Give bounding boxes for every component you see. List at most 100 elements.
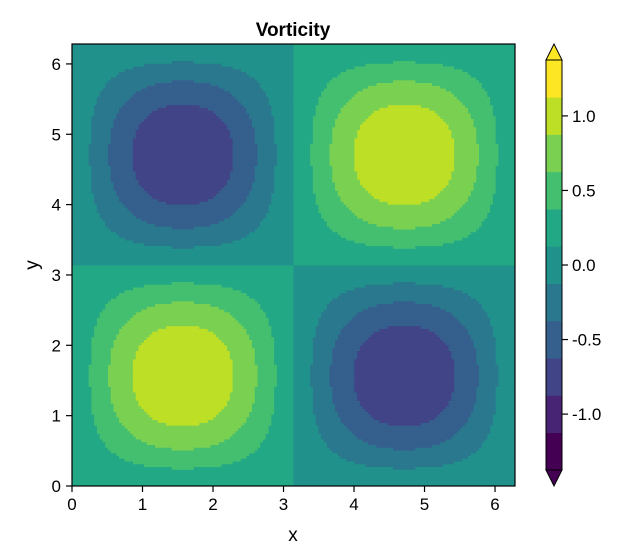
contour-cell bbox=[293, 68, 347, 73]
contour-cell bbox=[473, 184, 497, 189]
contour-cell bbox=[96, 425, 126, 429]
contour-cell bbox=[113, 408, 145, 412]
contour-cell bbox=[116, 115, 148, 119]
contour-cell bbox=[143, 339, 222, 343]
contour-cell bbox=[321, 314, 355, 318]
contour-cell bbox=[110, 137, 134, 142]
contour-cell bbox=[346, 102, 463, 106]
contour-cell bbox=[132, 461, 233, 465]
contour-cell bbox=[257, 226, 294, 230]
contour-cell bbox=[293, 55, 516, 59]
contour-cell bbox=[481, 441, 516, 445]
contour-cell bbox=[454, 168, 477, 172]
contour-cell bbox=[362, 309, 447, 313]
contour-cell bbox=[387, 104, 422, 108]
contour-cell bbox=[293, 218, 325, 222]
contour-cell bbox=[155, 444, 211, 448]
contour-cell bbox=[467, 328, 494, 332]
contour-cell bbox=[315, 107, 341, 111]
contour-cell bbox=[91, 389, 112, 393]
contour-cell bbox=[365, 463, 444, 468]
contour-cell bbox=[326, 303, 377, 307]
contour-cell bbox=[91, 400, 112, 404]
chart-title: Vorticity bbox=[256, 20, 331, 41]
contour-cell bbox=[456, 209, 491, 213]
contour-cell bbox=[227, 400, 256, 404]
contour-cell bbox=[72, 242, 145, 247]
contour-cell bbox=[459, 206, 491, 211]
contour-cell bbox=[332, 400, 361, 404]
contour-cell bbox=[276, 148, 294, 153]
contour-cell bbox=[445, 218, 485, 222]
contour-cell bbox=[274, 392, 294, 396]
contour-cell bbox=[119, 107, 159, 111]
contour-cell bbox=[257, 79, 294, 84]
contour-cell bbox=[232, 154, 258, 158]
contour-cell bbox=[479, 151, 499, 155]
contour-cell bbox=[293, 414, 317, 418]
contour-cell bbox=[337, 336, 369, 340]
y-axis-label: y bbox=[22, 260, 43, 270]
contour-cell bbox=[451, 436, 488, 440]
contour-cell bbox=[243, 325, 272, 329]
contour-cell bbox=[132, 358, 233, 363]
contour-cell bbox=[293, 403, 314, 407]
contour-cell bbox=[293, 79, 330, 84]
contour-cell bbox=[271, 325, 294, 329]
contour-cell bbox=[332, 173, 358, 177]
contour-cell bbox=[332, 137, 355, 142]
contour-cell bbox=[310, 367, 330, 371]
contour-cell bbox=[127, 206, 239, 211]
contour-cell bbox=[462, 425, 491, 429]
contour-cell bbox=[132, 314, 233, 318]
contour-cell bbox=[312, 176, 333, 180]
contour-cell bbox=[340, 195, 375, 200]
contour-cell bbox=[265, 311, 294, 316]
contour-cell bbox=[72, 350, 92, 354]
contour-cell bbox=[440, 220, 483, 224]
contour-cell bbox=[495, 345, 516, 349]
contour-cell bbox=[373, 195, 436, 200]
contour-cell bbox=[171, 245, 195, 249]
contour-cell bbox=[484, 88, 516, 92]
contour-cell bbox=[293, 292, 341, 296]
contour-cell bbox=[454, 361, 477, 365]
contour-cell bbox=[476, 137, 497, 142]
contour-cell bbox=[495, 403, 516, 407]
contour-cell bbox=[274, 408, 294, 412]
contour-cell bbox=[293, 154, 311, 158]
contour-cell bbox=[465, 104, 494, 108]
y-tick-label: 5 bbox=[52, 125, 61, 144]
contour-cell bbox=[498, 146, 516, 150]
contour-cell bbox=[312, 403, 336, 407]
contour-cell bbox=[107, 383, 134, 387]
contour-cell bbox=[329, 375, 355, 379]
contour-cell bbox=[91, 190, 117, 194]
contour-cell bbox=[454, 143, 480, 147]
contour-cell bbox=[110, 450, 256, 454]
contour-cell bbox=[91, 356, 112, 360]
contour-cell bbox=[110, 298, 256, 302]
contour-cell bbox=[293, 345, 314, 349]
contour-cell bbox=[91, 397, 112, 401]
contour-cell bbox=[227, 182, 253, 186]
contour-cell bbox=[359, 182, 449, 186]
contour-cell bbox=[72, 444, 106, 448]
contour-cell bbox=[271, 334, 294, 338]
contour-cell bbox=[454, 358, 477, 363]
contour-cell bbox=[293, 99, 319, 103]
contour-cell bbox=[318, 96, 353, 100]
contour-cell bbox=[371, 113, 438, 117]
contour-cell bbox=[335, 408, 366, 412]
contour-cell bbox=[72, 77, 112, 81]
contour-cell bbox=[470, 414, 494, 418]
contour-cell bbox=[72, 220, 106, 224]
contour-cell bbox=[274, 118, 294, 122]
contour-cell bbox=[492, 104, 516, 108]
contour-cell bbox=[210, 303, 261, 307]
contour-cell bbox=[235, 317, 269, 321]
contour-cell bbox=[121, 325, 167, 329]
contour-cell bbox=[357, 129, 452, 133]
contour-cell bbox=[346, 237, 463, 241]
contour-cell bbox=[254, 298, 294, 302]
